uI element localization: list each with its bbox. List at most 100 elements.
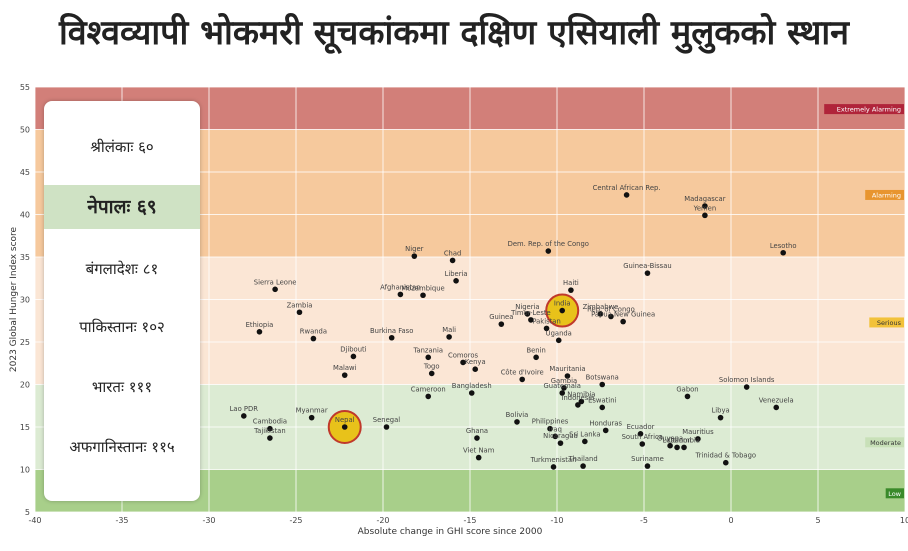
point-label-afghanistan: Afghanistan bbox=[380, 283, 420, 291]
point-mozambique bbox=[420, 292, 426, 299]
point-burkina-faso bbox=[388, 334, 395, 341]
y-tick-label: 10 bbox=[20, 466, 30, 475]
point-thailand bbox=[580, 463, 586, 469]
point-haiti bbox=[568, 287, 574, 293]
point-rep-of-congo bbox=[608, 313, 614, 320]
point-lesotho bbox=[780, 249, 786, 256]
y-tick-label: 30 bbox=[20, 296, 30, 305]
y-tick-label: 40 bbox=[20, 211, 30, 220]
y-tick-label: 20 bbox=[20, 381, 30, 390]
point-libya bbox=[717, 414, 724, 421]
x-tick-label: -5 bbox=[640, 516, 648, 525]
point-uganda bbox=[555, 337, 562, 344]
point-label-myanmar: Myanmar bbox=[296, 407, 328, 415]
point-label-india: India bbox=[554, 300, 571, 308]
point-label-malawi: Malawi bbox=[333, 364, 357, 372]
point-label-mauritania: Mauritania bbox=[549, 365, 585, 373]
point-label-niger: Niger bbox=[405, 245, 423, 253]
point-label-iraq: Iraq bbox=[549, 425, 562, 433]
point-label-uganda: Uganda bbox=[546, 329, 572, 337]
point-label-guatemala: Guatemala bbox=[544, 382, 581, 390]
band-label-extremely-alarming: Extremely Alarming bbox=[837, 106, 901, 114]
x-axis-label: Absolute change in GHI score since 2000 bbox=[358, 527, 543, 537]
point-timor-leste bbox=[528, 317, 534, 323]
ranking-item-afghanistan: अफगानिस्तानः ११५ bbox=[69, 438, 175, 456]
x-tick-label: 0 bbox=[728, 516, 733, 525]
point-turkmenistan bbox=[550, 464, 557, 470]
point-guinea-bissau bbox=[644, 270, 651, 276]
page-title: विश्वव्यापी भोकमरी सूचकांकमा दक्षिण एसिय… bbox=[58, 13, 850, 53]
point-ecuador bbox=[637, 431, 644, 437]
point-india bbox=[559, 307, 566, 314]
point-central-african-rep bbox=[623, 192, 630, 198]
point-mauritius bbox=[695, 436, 701, 442]
point-label-thailand: Thailand bbox=[567, 455, 597, 463]
point-label-bangladesh: Bangladesh bbox=[452, 382, 492, 390]
point-label-lao-pdr: Lao PDR bbox=[230, 405, 259, 413]
point-label-philippines: Philippines bbox=[532, 418, 569, 426]
point-chad bbox=[449, 257, 456, 264]
point-suriname bbox=[644, 463, 651, 469]
band-badge-low bbox=[885, 488, 904, 499]
ranking-item-india: भारतः १११ bbox=[91, 378, 153, 396]
point-philippines bbox=[547, 425, 553, 432]
y-axis-label: 2023 Global Hunger Index score bbox=[9, 226, 19, 372]
ranking-item-pakistan: पाकिस्तानः १०२ bbox=[79, 318, 165, 336]
point-label-ethiopia: Ethiopia bbox=[246, 321, 274, 329]
point-label-indonesia: Indonesia bbox=[561, 394, 594, 402]
x-tick-label: -40 bbox=[28, 516, 41, 525]
point-ghana bbox=[474, 435, 480, 441]
y-tick-label: 15 bbox=[20, 423, 30, 432]
point-afghanistan bbox=[397, 291, 404, 298]
point-label-haiti: Haiti bbox=[563, 279, 579, 287]
point-label-zimbabwe: Zimbabwe bbox=[583, 303, 619, 311]
point-pakistan bbox=[543, 325, 550, 332]
point-togo bbox=[428, 370, 435, 377]
point-label-tanzania: Tanzania bbox=[412, 346, 443, 354]
point-label-rep-of-congo: Rep. of Congo bbox=[587, 306, 635, 314]
point-nepal bbox=[341, 424, 348, 430]
point-label-senegal: Senegal bbox=[373, 416, 400, 424]
point-label-djibouti: Djibouti bbox=[340, 345, 366, 353]
point-label-venezuela: Venezuela bbox=[759, 396, 794, 404]
point-label-suriname: Suriname bbox=[631, 455, 664, 463]
band-label-low: Low bbox=[888, 490, 901, 498]
x-tick-label: 5 bbox=[815, 516, 820, 525]
point-label-solomon-islands: Solomon Islands bbox=[719, 376, 775, 384]
x-tick-label: 10 bbox=[900, 516, 908, 525]
point-label-central-african-rep: Central African Rep. bbox=[593, 184, 661, 192]
y-tick-label: 50 bbox=[20, 126, 30, 135]
point-label-cambodia: Cambodia bbox=[253, 418, 287, 426]
point-label-liberia: Liberia bbox=[445, 270, 468, 278]
point-label-honduras: Honduras bbox=[589, 419, 622, 427]
point-label-ghana: Ghana bbox=[466, 427, 488, 435]
x-tick-label: -20 bbox=[376, 516, 389, 525]
point-label-ecuador: Ecuador bbox=[627, 423, 655, 431]
point-south-africa bbox=[639, 441, 646, 447]
point-label-rwanda: Rwanda bbox=[300, 328, 327, 336]
band-label-alarming: Alarming bbox=[872, 191, 901, 199]
point-yemen bbox=[702, 212, 708, 219]
point-namibia bbox=[578, 398, 585, 405]
point-label-nigeria: Nigeria bbox=[515, 303, 539, 311]
point-label-bolivia: Bolivia bbox=[506, 411, 529, 419]
point-label-chad: Chad bbox=[444, 249, 462, 257]
point-gambia bbox=[561, 385, 567, 391]
point-guyana bbox=[667, 442, 673, 449]
point-venezuela bbox=[773, 404, 780, 411]
point-malawi bbox=[341, 372, 348, 378]
point-viet-nam bbox=[475, 454, 482, 461]
point-label-namibia: Namibia bbox=[567, 391, 595, 399]
point-papua-new-guinea bbox=[620, 318, 626, 325]
point-label-timor-leste: Timor-Leste bbox=[510, 309, 551, 317]
point-label-yemen: Yemen bbox=[693, 204, 717, 212]
point-label-gambia: Gambia bbox=[551, 377, 577, 385]
point-label-dem-rep-of-the-congo: Dem. Rep. of the Congo bbox=[508, 240, 589, 248]
point-label-comoros: Comoros bbox=[448, 351, 478, 359]
x-tick-label: -15 bbox=[463, 516, 476, 525]
y-tick-label: 55 bbox=[20, 83, 30, 92]
point-zambia bbox=[296, 309, 303, 316]
point-label-c-te-d-ivoire: Côte d'Ivoire bbox=[501, 368, 544, 376]
point-solomon-islands bbox=[743, 384, 750, 390]
point-lao-pdr bbox=[241, 413, 247, 419]
